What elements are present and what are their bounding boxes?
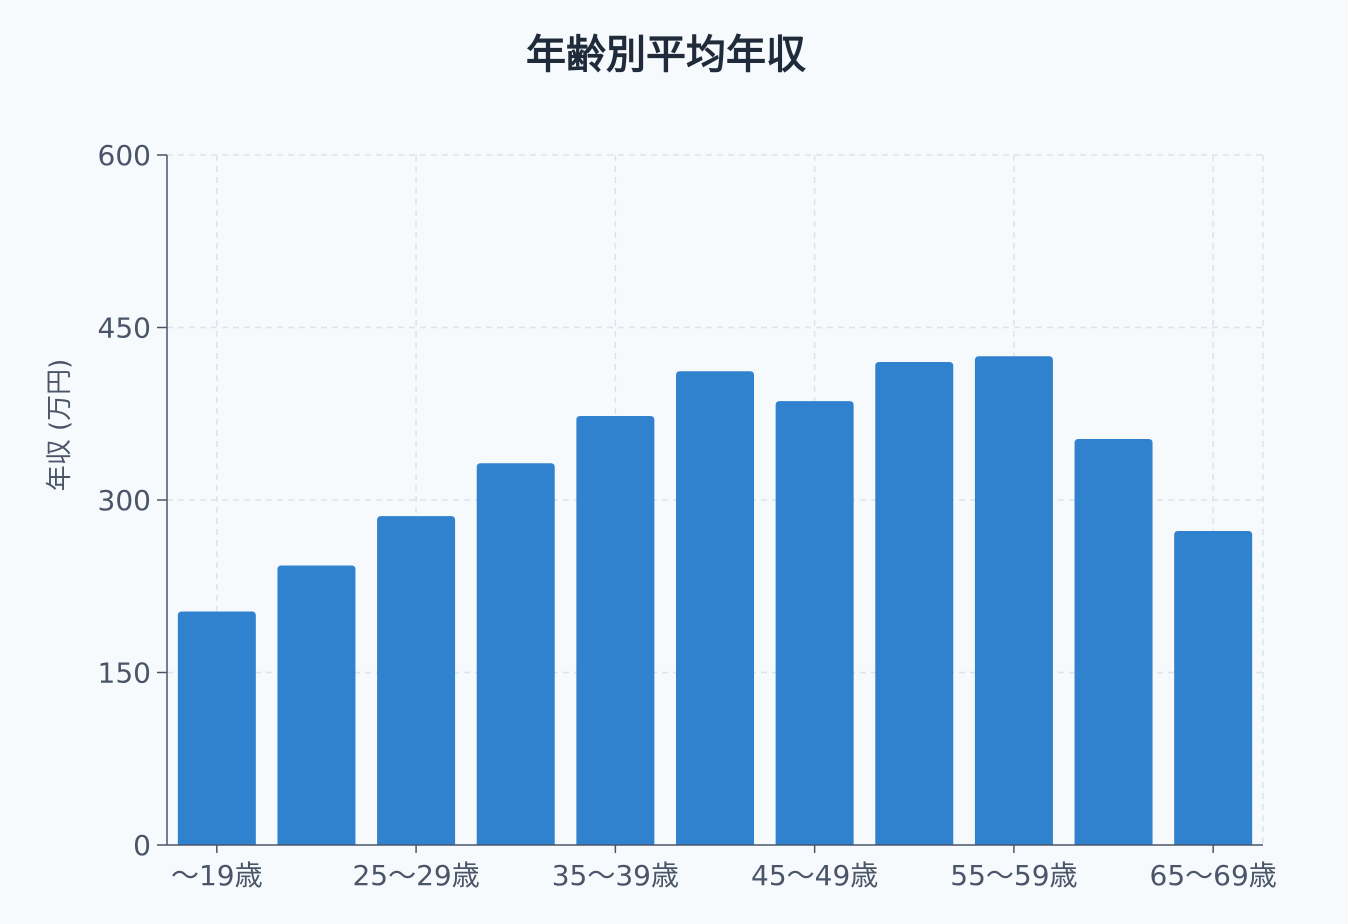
bar-1 — [177, 611, 256, 845]
bar-2 — [277, 565, 356, 845]
bar-3 — [377, 516, 456, 845]
bar-11 — [1174, 531, 1253, 845]
bars-layer — [177, 356, 1253, 845]
y-tick-label: 600 — [98, 139, 151, 172]
bar-4 — [476, 463, 555, 845]
x-tick-label: 45～49歳 — [751, 859, 878, 892]
y-tick-label: 150 — [98, 657, 151, 690]
axes-layer — [157, 154, 1263, 853]
bar-7 — [775, 401, 854, 845]
y-tick-labels: 0 150 300 450 600 — [98, 139, 151, 862]
y-tick-label: 450 — [98, 312, 151, 345]
bar-9 — [974, 356, 1053, 845]
y-tick-label: 0 — [133, 829, 151, 862]
y-axis-label: 年収 (万円) — [45, 359, 75, 492]
x-tick-label: 65～69歳 — [1150, 859, 1277, 892]
chart-title: 年齢別平均年収 — [526, 32, 806, 78]
y-tick-label: 300 — [98, 484, 151, 517]
x-tick-labels: ～19歳 25～29歳 35～39歳 45～49歳 55～59歳 65～69歳 — [171, 859, 1277, 892]
x-tick-label: 35～39歳 — [552, 859, 679, 892]
bar-5 — [576, 416, 655, 845]
bar-8 — [875, 362, 954, 845]
x-tick-label: 25～29歳 — [352, 859, 479, 892]
x-tick-label: 55～59歳 — [950, 859, 1077, 892]
x-tick-label: ～19歳 — [171, 859, 263, 892]
bar-6 — [676, 371, 754, 845]
bar-10 — [1074, 439, 1153, 845]
